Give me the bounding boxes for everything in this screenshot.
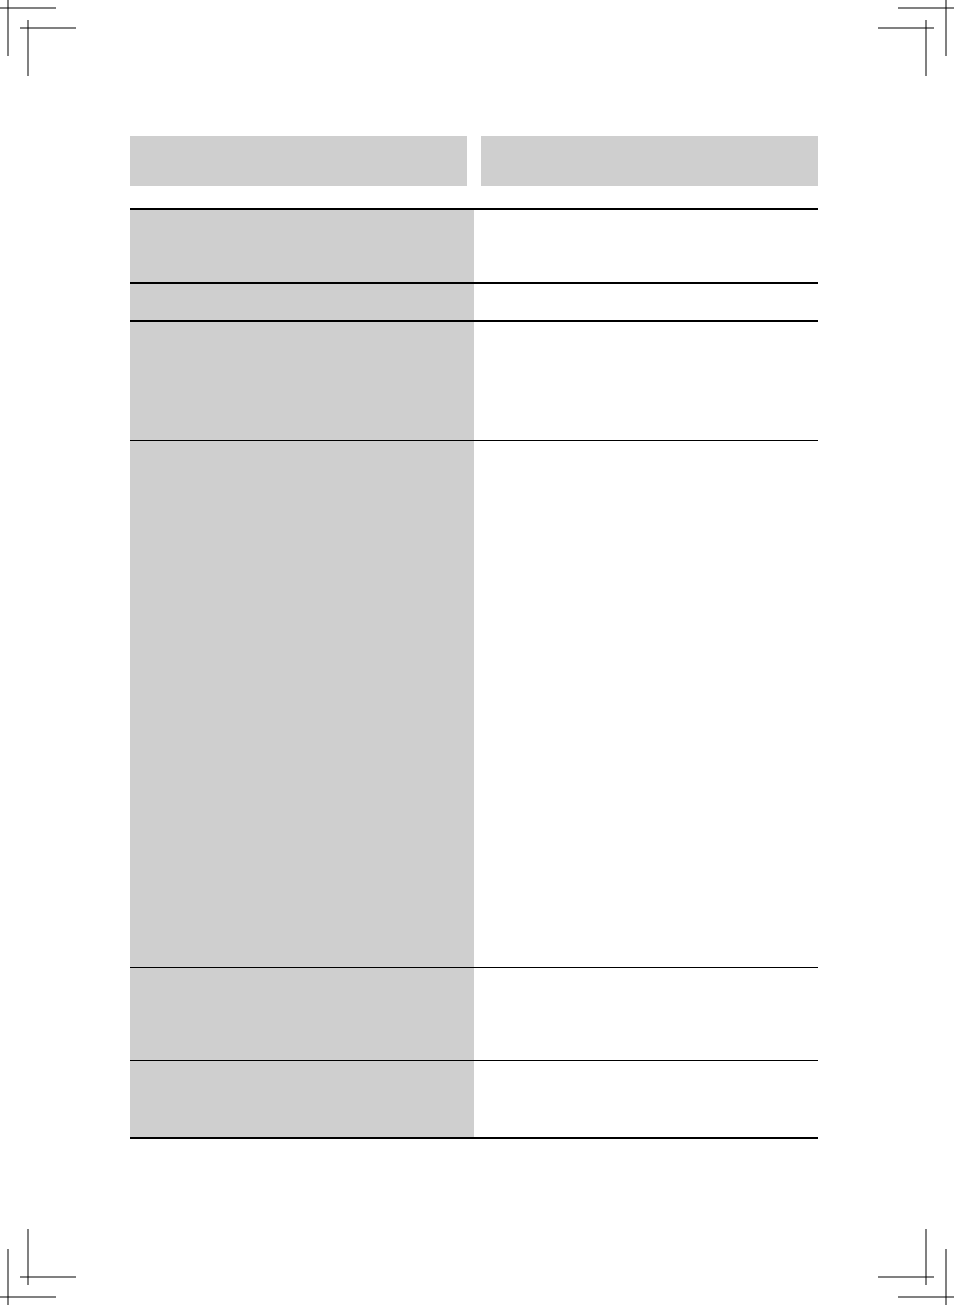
table-cell-left bbox=[130, 968, 474, 1060]
table-cell-right bbox=[474, 441, 818, 967]
table-cell-right bbox=[474, 968, 818, 1060]
table-cell-left bbox=[130, 441, 474, 967]
table-cell-right bbox=[474, 284, 818, 320]
table-cell-left bbox=[130, 322, 474, 440]
table-cell-left bbox=[130, 1061, 474, 1137]
table-cell-right bbox=[474, 322, 818, 440]
table-row bbox=[130, 441, 818, 968]
table-row bbox=[130, 210, 818, 284]
table-header-left bbox=[130, 136, 467, 186]
data-table bbox=[130, 208, 818, 1139]
table-row bbox=[130, 1061, 818, 1139]
table-row bbox=[130, 968, 818, 1061]
table-row bbox=[130, 284, 818, 322]
table-cell-right bbox=[474, 1061, 818, 1137]
page-content bbox=[130, 136, 818, 1139]
table-row bbox=[130, 322, 818, 441]
table-cell-right bbox=[474, 210, 818, 282]
table-header-right bbox=[481, 136, 818, 186]
table-header-row bbox=[130, 136, 818, 186]
table-cell-left bbox=[130, 284, 474, 320]
table-cell-left bbox=[130, 210, 474, 282]
